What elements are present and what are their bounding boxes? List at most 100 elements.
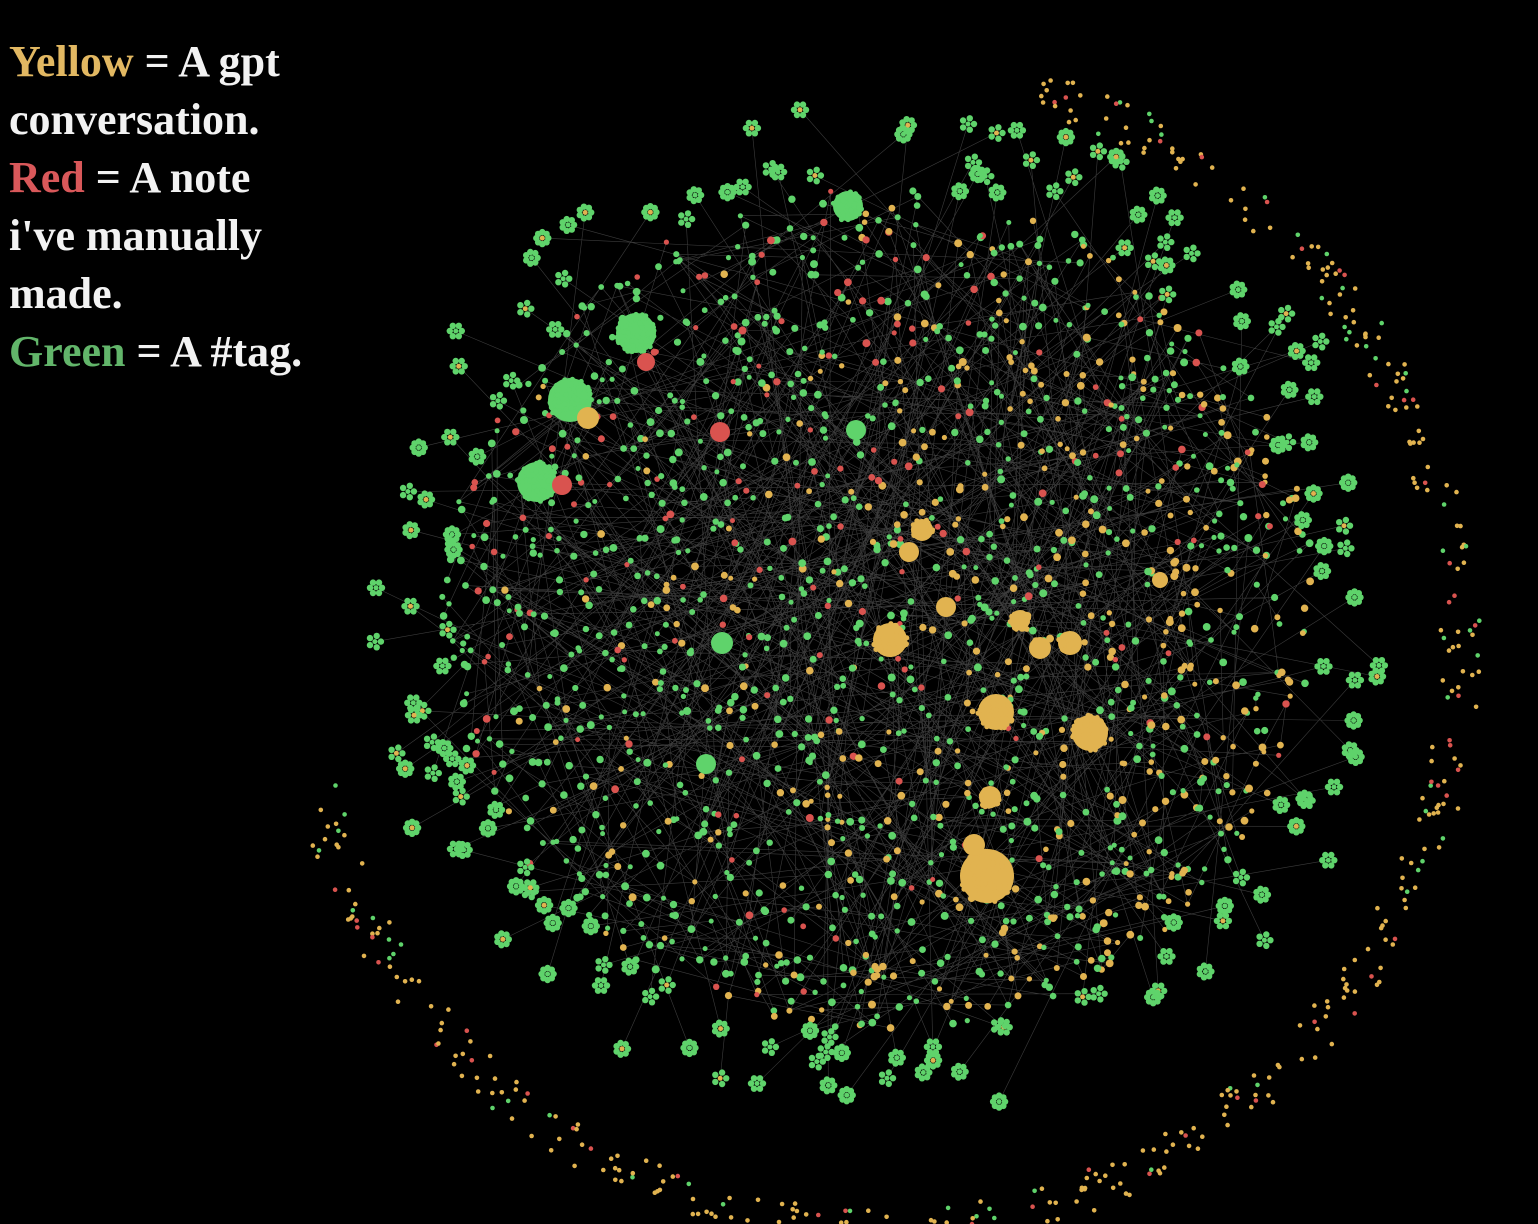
- node[interactable]: [723, 448, 732, 457]
- node[interactable]: [782, 977, 790, 985]
- node[interactable]: [1431, 811, 1436, 816]
- node[interactable]: [783, 959, 790, 966]
- node[interactable]: [986, 530, 993, 538]
- node[interactable]: [450, 439, 457, 446]
- node[interactable]: [540, 612, 549, 620]
- node[interactable]: [1323, 668, 1330, 675]
- node[interactable]: [1253, 1092, 1258, 1098]
- node[interactable]: [620, 927, 627, 935]
- node[interactable]: [1145, 261, 1152, 268]
- node[interactable]: [522, 864, 528, 870]
- node[interactable]: [836, 579, 844, 588]
- node[interactable]: [690, 1040, 697, 1047]
- node[interactable]: [473, 728, 480, 734]
- node[interactable]: [1034, 242, 1042, 249]
- node[interactable]: [702, 805, 710, 813]
- node[interactable]: [647, 994, 653, 1000]
- node[interactable]: [387, 955, 392, 961]
- node[interactable]: [970, 120, 978, 128]
- node[interactable]: [333, 783, 338, 788]
- node[interactable]: [600, 977, 608, 984]
- node[interactable]: [992, 1215, 997, 1221]
- node[interactable]: [976, 863, 982, 870]
- node[interactable]: [458, 794, 464, 800]
- node[interactable]: [978, 971, 986, 978]
- node[interactable]: [1079, 449, 1087, 456]
- node[interactable]: [721, 1030, 728, 1037]
- node[interactable]: [369, 579, 377, 586]
- node[interactable]: [1004, 866, 1010, 872]
- node[interactable]: [1352, 677, 1358, 683]
- node[interactable]: [855, 264, 862, 271]
- node[interactable]: [1436, 802, 1441, 808]
- node[interactable]: [1414, 485, 1420, 491]
- node[interactable]: [940, 893, 947, 899]
- node[interactable]: [964, 155, 972, 162]
- node[interactable]: [1266, 1093, 1271, 1098]
- node[interactable]: [1169, 341, 1175, 347]
- node[interactable]: [1216, 912, 1224, 919]
- node[interactable]: [990, 278, 998, 287]
- node[interactable]: [425, 707, 432, 714]
- node[interactable]: [895, 730, 902, 737]
- node[interactable]: [913, 202, 921, 209]
- node[interactable]: [960, 1063, 967, 1071]
- node[interactable]: [1276, 752, 1282, 758]
- node[interactable]: [1225, 823, 1233, 831]
- node[interactable]: [904, 299, 912, 307]
- node[interactable]: [780, 544, 787, 552]
- node[interactable]: [643, 758, 652, 767]
- node[interactable]: [1194, 487, 1200, 493]
- node[interactable]: [858, 607, 867, 616]
- node[interactable]: [1055, 416, 1061, 422]
- node[interactable]: [630, 343, 636, 349]
- node[interactable]: [634, 274, 640, 280]
- node[interactable]: [1009, 584, 1018, 592]
- node[interactable]: [691, 562, 699, 571]
- node[interactable]: [920, 1070, 926, 1075]
- node[interactable]: [566, 387, 572, 393]
- node[interactable]: [1032, 1188, 1037, 1194]
- node[interactable]: [1216, 818, 1223, 825]
- node[interactable]: [652, 993, 660, 1000]
- node[interactable]: [1305, 393, 1312, 400]
- node[interactable]: [458, 357, 465, 365]
- node[interactable]: [750, 686, 758, 694]
- node[interactable]: [1174, 538, 1181, 546]
- node[interactable]: [474, 587, 482, 595]
- node[interactable]: [778, 960, 785, 967]
- node[interactable]: [439, 739, 447, 746]
- node[interactable]: [1031, 824, 1039, 832]
- node[interactable]: [1079, 1187, 1084, 1193]
- node[interactable]: [824, 792, 831, 798]
- node[interactable]: [1291, 494, 1300, 503]
- node[interactable]: [690, 186, 697, 193]
- node[interactable]: [542, 377, 549, 384]
- node[interactable]: [1206, 679, 1213, 686]
- node[interactable]: [678, 639, 686, 647]
- node[interactable]: [1080, 973, 1087, 980]
- node[interactable]: [597, 530, 605, 538]
- node[interactable]: [1075, 642, 1081, 648]
- node[interactable]: [848, 664, 857, 672]
- node[interactable]: [988, 191, 996, 199]
- node[interactable]: [1209, 165, 1215, 170]
- node[interactable]: [971, 876, 977, 882]
- node[interactable]: [1268, 320, 1275, 327]
- node[interactable]: [754, 124, 762, 132]
- node[interactable]: [1303, 512, 1310, 519]
- node[interactable]: [955, 516, 962, 522]
- node[interactable]: [838, 1220, 844, 1224]
- node[interactable]: [699, 493, 708, 501]
- node[interactable]: [975, 159, 983, 166]
- node[interactable]: [376, 960, 381, 965]
- node[interactable]: [592, 550, 599, 556]
- node[interactable]: [725, 769, 733, 776]
- node[interactable]: [551, 463, 559, 471]
- node[interactable]: [740, 414, 748, 421]
- node[interactable]: [810, 584, 817, 591]
- node[interactable]: [562, 377, 568, 383]
- node[interactable]: [645, 941, 654, 949]
- node[interactable]: [640, 935, 647, 941]
- node[interactable]: [786, 1007, 793, 1014]
